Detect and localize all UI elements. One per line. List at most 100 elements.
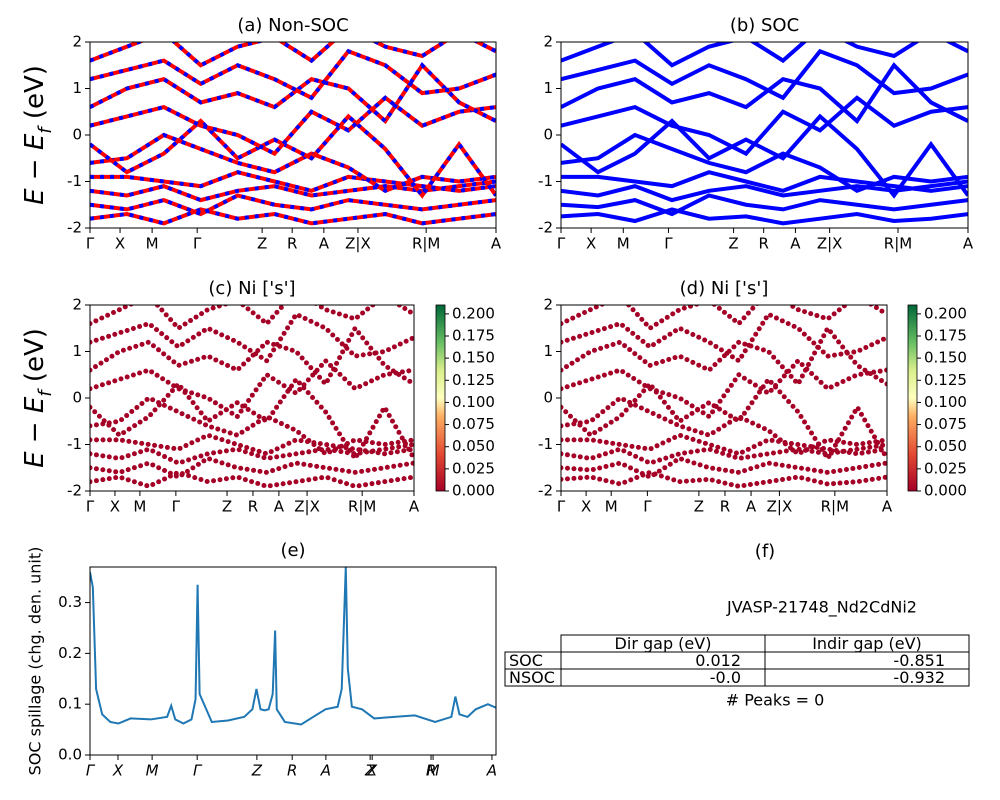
x-tick-label: R [287, 762, 297, 780]
colorbar-tick-label: 0.000 [452, 482, 495, 500]
band-dots [90, 305, 414, 332]
y-tick-label: -2 [538, 482, 553, 500]
chart-title: (f) [755, 541, 775, 562]
x-tick-label: R|M [348, 498, 376, 516]
bands [90, 305, 414, 490]
x-tick-label: R|M [821, 498, 849, 516]
band-dots [90, 323, 414, 389]
x-tick-label: A [491, 235, 502, 253]
x-tick-label: M [605, 498, 618, 516]
band-dots [90, 442, 414, 466]
y-tick-label: 1 [72, 342, 82, 360]
chart-title: (b) SOC [730, 15, 799, 36]
x-tick-label: A [320, 762, 331, 780]
y-tick-label: 0.3 [58, 593, 82, 611]
band-line [561, 132, 968, 194]
x-tick-label: Z|X [767, 498, 793, 516]
colorbar-tick-label: 0.100 [452, 393, 495, 411]
band-line [90, 95, 496, 157]
table-cell [764, 668, 970, 687]
x-tick-label: X [112, 762, 124, 780]
bands [90, 42, 496, 226]
table-value: -0.0 [710, 668, 741, 687]
x-tick-label: R|M [412, 235, 440, 253]
x-tick-label: M [427, 762, 440, 780]
bands [561, 42, 968, 226]
colorbar-tick-label: 0.125 [924, 371, 967, 389]
band-line-overlay [90, 132, 496, 194]
x-tick-label: Γ [557, 498, 566, 516]
band-dots [561, 455, 887, 480]
x-tick-label: Γ [193, 235, 202, 253]
band-dots [561, 432, 887, 457]
band-line-overlay [90, 113, 496, 199]
y-axis-label: SOC spillage (chg. den. unit) [26, 547, 45, 776]
x-tick-label: Γ [557, 235, 566, 253]
band-line [90, 132, 496, 194]
band-line [561, 113, 968, 199]
band-line [90, 207, 496, 226]
band-dots [90, 455, 414, 480]
y-tick-label: 0.2 [58, 644, 82, 662]
x-tick-label: Γ [643, 498, 652, 516]
y-tick-label: 0 [72, 126, 82, 144]
chart-title: (a) Non-SOC [237, 15, 348, 36]
band-dots [561, 311, 887, 365]
x-tick-label: A [319, 235, 330, 253]
colorbar [907, 304, 918, 492]
plot-frame [89, 41, 497, 229]
plot-frame [560, 41, 969, 229]
y-axis-label: E − Ef (eV) [20, 328, 56, 468]
y-axis-label-part: E − E [20, 133, 50, 205]
x-tick-label: M [146, 762, 159, 780]
x-tick-label: X [110, 498, 120, 516]
colorbar-tick-label: 0.175 [452, 327, 495, 345]
x-tick-label: Z [222, 498, 232, 516]
band-dots [90, 395, 414, 457]
band-dots [561, 323, 887, 389]
x-tick-label: A [882, 498, 893, 516]
x-tick-label: Z [728, 235, 738, 253]
x-tick-label: A [790, 235, 801, 253]
x-tick-label: X [115, 235, 125, 253]
x-tick-label: R [426, 762, 436, 780]
spillage-line [90, 567, 496, 726]
bands [561, 305, 887, 489]
y-tick-label: 1 [543, 79, 553, 97]
y-tick-label: 0 [543, 126, 553, 144]
y-tick-label: 2 [72, 296, 82, 314]
y-tick-label: 0.0 [58, 746, 82, 764]
plot-frame [89, 566, 497, 756]
band-line [561, 48, 968, 101]
y-tick-label: 1 [543, 342, 553, 360]
colorbar-tick-label: 0.150 [452, 349, 495, 367]
y-tick-label: -2 [538, 219, 553, 237]
x-tick-label: R|M [884, 235, 912, 253]
column-header: Dir gap (eV) [615, 634, 712, 653]
x-tick-label: A [274, 498, 285, 516]
y-tick-label: -1 [67, 172, 82, 190]
colorbar-tick-label: 0.075 [924, 415, 967, 433]
x-tick-label: X [366, 762, 378, 780]
band-line [561, 207, 968, 226]
band-line [561, 42, 968, 68]
x-tick-label: R [287, 235, 297, 253]
x-tick-label: Z|X [345, 235, 371, 253]
colorbar-tick-label: 0.150 [924, 349, 967, 367]
x-tick-label: A [486, 762, 497, 780]
row-label: NSOC [509, 668, 555, 687]
x-tick-label: M [617, 235, 630, 253]
colorbar-tick-label: 0.000 [924, 482, 967, 500]
y-tick-label: 0 [72, 389, 82, 407]
x-tick-label: Z [257, 235, 267, 253]
line-group [90, 567, 496, 726]
row-label: SOC [509, 651, 543, 670]
colorbar-tick-label: 0.025 [452, 459, 495, 477]
colorbar-tick-label: 0.175 [924, 327, 967, 345]
x-tick-label: Z [694, 498, 704, 516]
x-tick-label: M [133, 498, 146, 516]
colorbar-tick-label: 0.050 [924, 437, 967, 455]
band-dots [561, 395, 887, 457]
band-line-overlay [90, 207, 496, 226]
